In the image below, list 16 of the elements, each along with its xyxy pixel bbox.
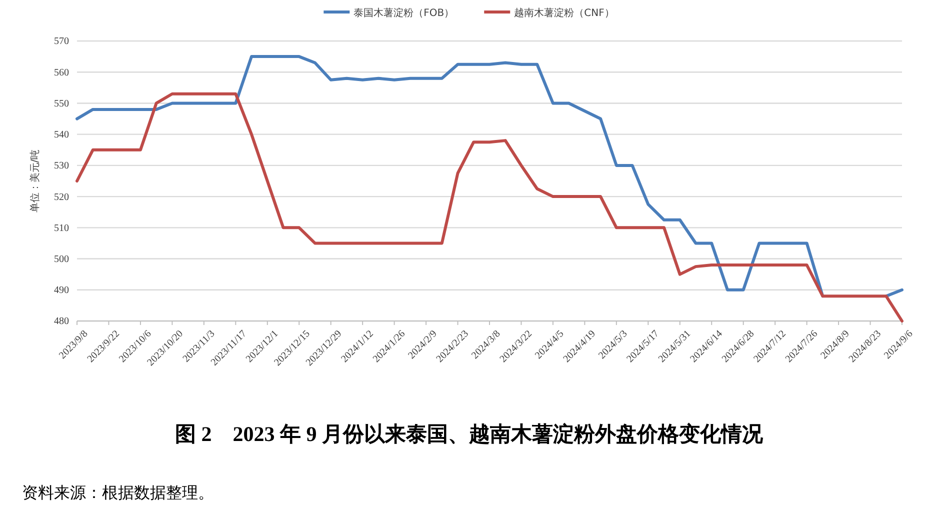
text: 资料来源：根据数据整理。 (22, 483, 214, 502)
y-tick-label: 550 (54, 98, 69, 110)
y-axis-title: 单位：美元/吨 (29, 149, 41, 213)
text: 图 2 2023 年 9 月份以来泰国、越南木薯淀粉外盘价格变化情况 (175, 422, 764, 446)
y-tick-label: 540 (54, 130, 69, 141)
y-tick-label: 510 (54, 222, 69, 234)
line-series (76, 92, 904, 322)
y-tick-label: 570 (54, 36, 69, 48)
legend-label: 泰国木薯淀粉（FOB） (354, 7, 454, 19)
y-tick-label: 500 (54, 254, 69, 265)
y-tick-label: 560 (54, 67, 69, 78)
legend-label: 越南木薯淀粉（CNF） (514, 7, 614, 19)
y-tick-label: 490 (54, 285, 69, 296)
y-tick-label: 520 (54, 192, 69, 203)
y-tick-label: 530 (54, 160, 69, 172)
y-tick-label: 480 (54, 316, 69, 328)
